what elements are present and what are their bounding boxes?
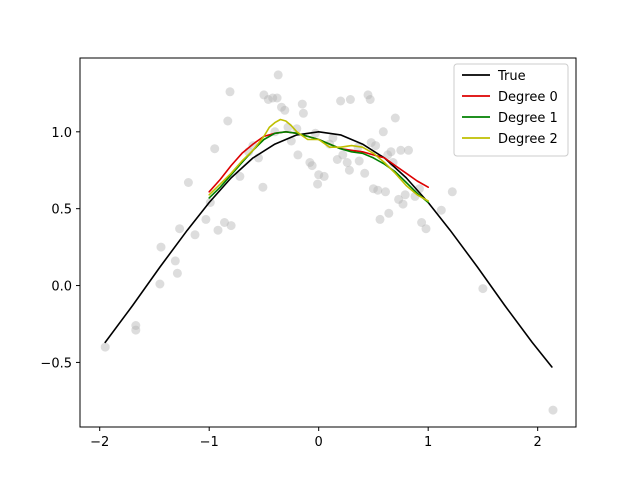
scatter-point-34 bbox=[293, 150, 303, 160]
scatter-point-70 bbox=[404, 145, 413, 155]
scatter-point-35 bbox=[298, 108, 308, 118]
scatter-point-63 bbox=[386, 147, 396, 157]
y-tick-label: 0.5 bbox=[51, 203, 72, 218]
scatter-point-56 bbox=[371, 141, 381, 151]
scatter-point-50 bbox=[354, 156, 364, 166]
scatter-point-17 bbox=[226, 221, 236, 231]
scatter-point-3 bbox=[155, 279, 165, 289]
scatter-point-78 bbox=[548, 405, 558, 415]
scatter-point-29 bbox=[277, 102, 286, 112]
scatter-point-76 bbox=[447, 187, 457, 197]
scatter-point-31 bbox=[283, 122, 293, 132]
scatter-point-38 bbox=[310, 128, 320, 138]
scatter-point-68 bbox=[398, 199, 408, 209]
x-tick-label: −2 bbox=[90, 435, 109, 450]
scatter-point-52 bbox=[363, 90, 373, 100]
scatter-point-48 bbox=[345, 95, 355, 104]
y-tick-label: 1.0 bbox=[51, 126, 72, 141]
scatter-point-27 bbox=[272, 93, 282, 103]
series-line-degree-2 bbox=[208, 118, 429, 202]
scatter-point-39 bbox=[313, 179, 323, 189]
x-tick-label: 0 bbox=[315, 435, 323, 450]
scatter-point-69 bbox=[400, 190, 410, 200]
scatter-point-13 bbox=[213, 225, 223, 235]
scatter-point-47 bbox=[344, 165, 354, 175]
scatter-point-22 bbox=[258, 182, 268, 192]
x-tick-label: 1 bbox=[424, 435, 432, 450]
scatter-point-44 bbox=[332, 155, 342, 164]
legend-label: True bbox=[497, 69, 526, 84]
scatter-point-14 bbox=[220, 218, 229, 227]
scatter-point-66 bbox=[394, 194, 404, 204]
y-tick-label: 0.0 bbox=[51, 280, 72, 295]
axes: −2 −1 0 1 2 −0.5 0.0 0.5 1.0 bbox=[40, 57, 577, 450]
series-line-true bbox=[104, 131, 553, 368]
scatter-point-53 bbox=[365, 95, 375, 104]
scatter-point-61 bbox=[383, 150, 393, 160]
scatter-point-57 bbox=[373, 185, 383, 195]
scatter-point-33 bbox=[292, 124, 302, 134]
scatter-point-40 bbox=[314, 170, 324, 180]
scatter-point-58 bbox=[375, 214, 385, 224]
legend: True Degree 0 Degree 1 Degree 2 bbox=[453, 63, 569, 157]
scatter-point-62 bbox=[384, 208, 394, 218]
legend-box bbox=[453, 63, 569, 157]
scatter-points bbox=[100, 70, 558, 415]
scatter-point-0 bbox=[100, 342, 110, 352]
y-tick-label: −0.5 bbox=[40, 356, 72, 371]
scatter-point-16 bbox=[225, 87, 235, 97]
scatter-point-41 bbox=[319, 171, 329, 181]
scatter-point-6 bbox=[172, 268, 182, 278]
scatter-point-74 bbox=[421, 224, 431, 234]
scatter-point-79 bbox=[297, 99, 307, 109]
scatter-point-60 bbox=[381, 187, 390, 197]
scatter-point-18 bbox=[235, 171, 245, 181]
scatter-point-9 bbox=[190, 230, 200, 240]
scatter-point-28 bbox=[273, 70, 283, 80]
scatter-point-8 bbox=[183, 178, 193, 187]
scatter-point-10 bbox=[201, 214, 211, 224]
legend-label: Degree 0 bbox=[498, 90, 558, 105]
scatter-point-12 bbox=[210, 144, 220, 154]
scatter-point-59 bbox=[378, 127, 388, 137]
scatter-point-15 bbox=[223, 116, 233, 126]
legend-label: Degree 1 bbox=[498, 111, 558, 126]
scatter-point-65 bbox=[390, 113, 400, 123]
scatter-point-30 bbox=[280, 105, 290, 115]
scatter-point-54 bbox=[366, 138, 376, 148]
scatter-point-77 bbox=[478, 284, 488, 294]
scatter-point-75 bbox=[436, 205, 446, 215]
scatter-point-55 bbox=[368, 184, 378, 194]
legend-label: Degree 2 bbox=[498, 132, 558, 147]
scatter-point-36 bbox=[305, 158, 315, 167]
scatter-point-73 bbox=[417, 218, 427, 227]
x-tick-label: −1 bbox=[200, 435, 219, 450]
scatter-point-67 bbox=[396, 145, 406, 155]
scatter-point-1 bbox=[131, 321, 141, 330]
series-lines bbox=[104, 118, 553, 368]
x-tick-label: 2 bbox=[534, 435, 542, 450]
scatter-point-43 bbox=[328, 133, 338, 143]
scatter-point-80 bbox=[336, 96, 346, 106]
scatter-point-45 bbox=[338, 150, 348, 160]
plot-frame bbox=[79, 57, 577, 428]
scatter-point-5 bbox=[170, 256, 180, 266]
scatter-point-37 bbox=[307, 161, 317, 171]
scatter-point-25 bbox=[268, 93, 278, 103]
scatter-point-24 bbox=[263, 95, 273, 104]
scatter-point-2 bbox=[131, 325, 141, 335]
scatter-point-51 bbox=[360, 168, 370, 178]
scatter-point-46 bbox=[342, 158, 352, 167]
scatter-point-23 bbox=[259, 90, 269, 100]
scatter-point-4 bbox=[156, 242, 166, 252]
scatter-point-7 bbox=[175, 224, 185, 234]
